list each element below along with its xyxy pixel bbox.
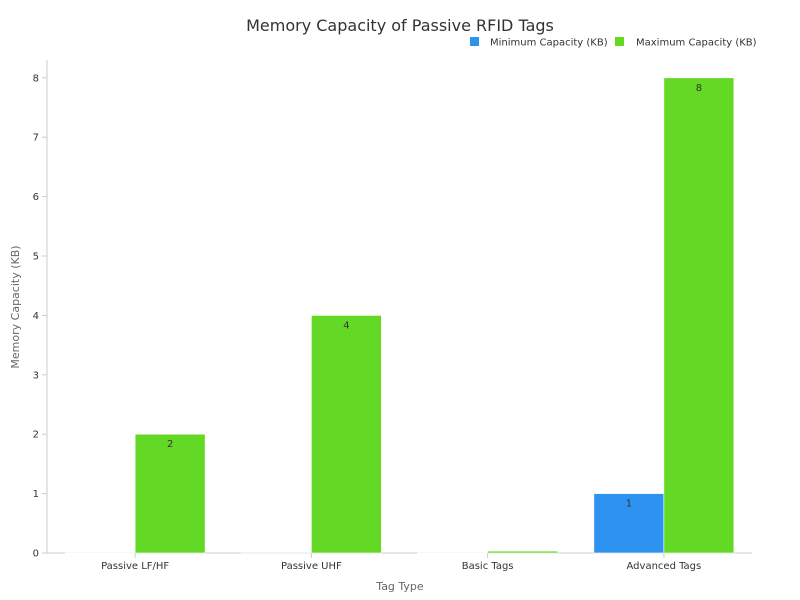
bar-maximum-1 [311, 315, 382, 554]
bar-maximum-0 [134, 433, 206, 554]
bar-minimum-3 [593, 493, 665, 554]
legend-label-maximum: Maximum Capacity (KB) [636, 38, 757, 49]
x-axis-ticks: Passive LF/HF Passive UHF Basic Tags Advanc… [101, 553, 701, 572]
y-tick-label: 4 [33, 311, 39, 322]
x-tick-label: Passive UHF [281, 561, 342, 572]
y-axis-title: Memory Capacity (KB) [9, 245, 22, 368]
x-tick-label: Advanced Tags [627, 561, 702, 572]
bar-value-label: 8 [696, 83, 702, 94]
x-axis-title: Tag Type [375, 580, 424, 593]
chart-title: Memory Capacity of Passive RFID Tags [246, 16, 554, 35]
y-tick-label: 8 [33, 73, 39, 84]
bar-minimum-1 [241, 551, 312, 554]
y-axis-ticks: 0 1 2 3 4 5 6 7 8 [33, 73, 47, 560]
bar-value-label: 4 [343, 320, 349, 331]
bar-maximum-3 [663, 77, 735, 554]
y-tick-label: 0 [33, 549, 39, 560]
legend-label-minimum: Minimum Capacity (KB) [490, 38, 608, 49]
bar-maximum-2 [487, 550, 558, 554]
bar-value-label: 2 [167, 439, 173, 450]
y-tick-label: 3 [33, 370, 39, 381]
legend-swatch-minimum [470, 37, 479, 46]
legend: Minimum Capacity (KB) Maximum Capacity (… [470, 37, 757, 49]
bar-minimum-0 [64, 552, 136, 554]
y-tick-label: 7 [33, 133, 39, 144]
y-tick-label: 6 [33, 192, 39, 203]
bar-value-label: 1 [626, 499, 632, 510]
y-tick-label: 5 [33, 252, 39, 263]
legend-swatch-maximum [615, 37, 624, 46]
y-tick-label: 1 [33, 489, 39, 500]
y-tick-label: 2 [33, 430, 39, 441]
bars: 2 4 1 8 [64, 77, 735, 554]
x-tick-label: Basic Tags [462, 561, 514, 572]
x-tick-label: Passive LF/HF [101, 561, 169, 572]
bar-minimum-2 [417, 552, 488, 554]
